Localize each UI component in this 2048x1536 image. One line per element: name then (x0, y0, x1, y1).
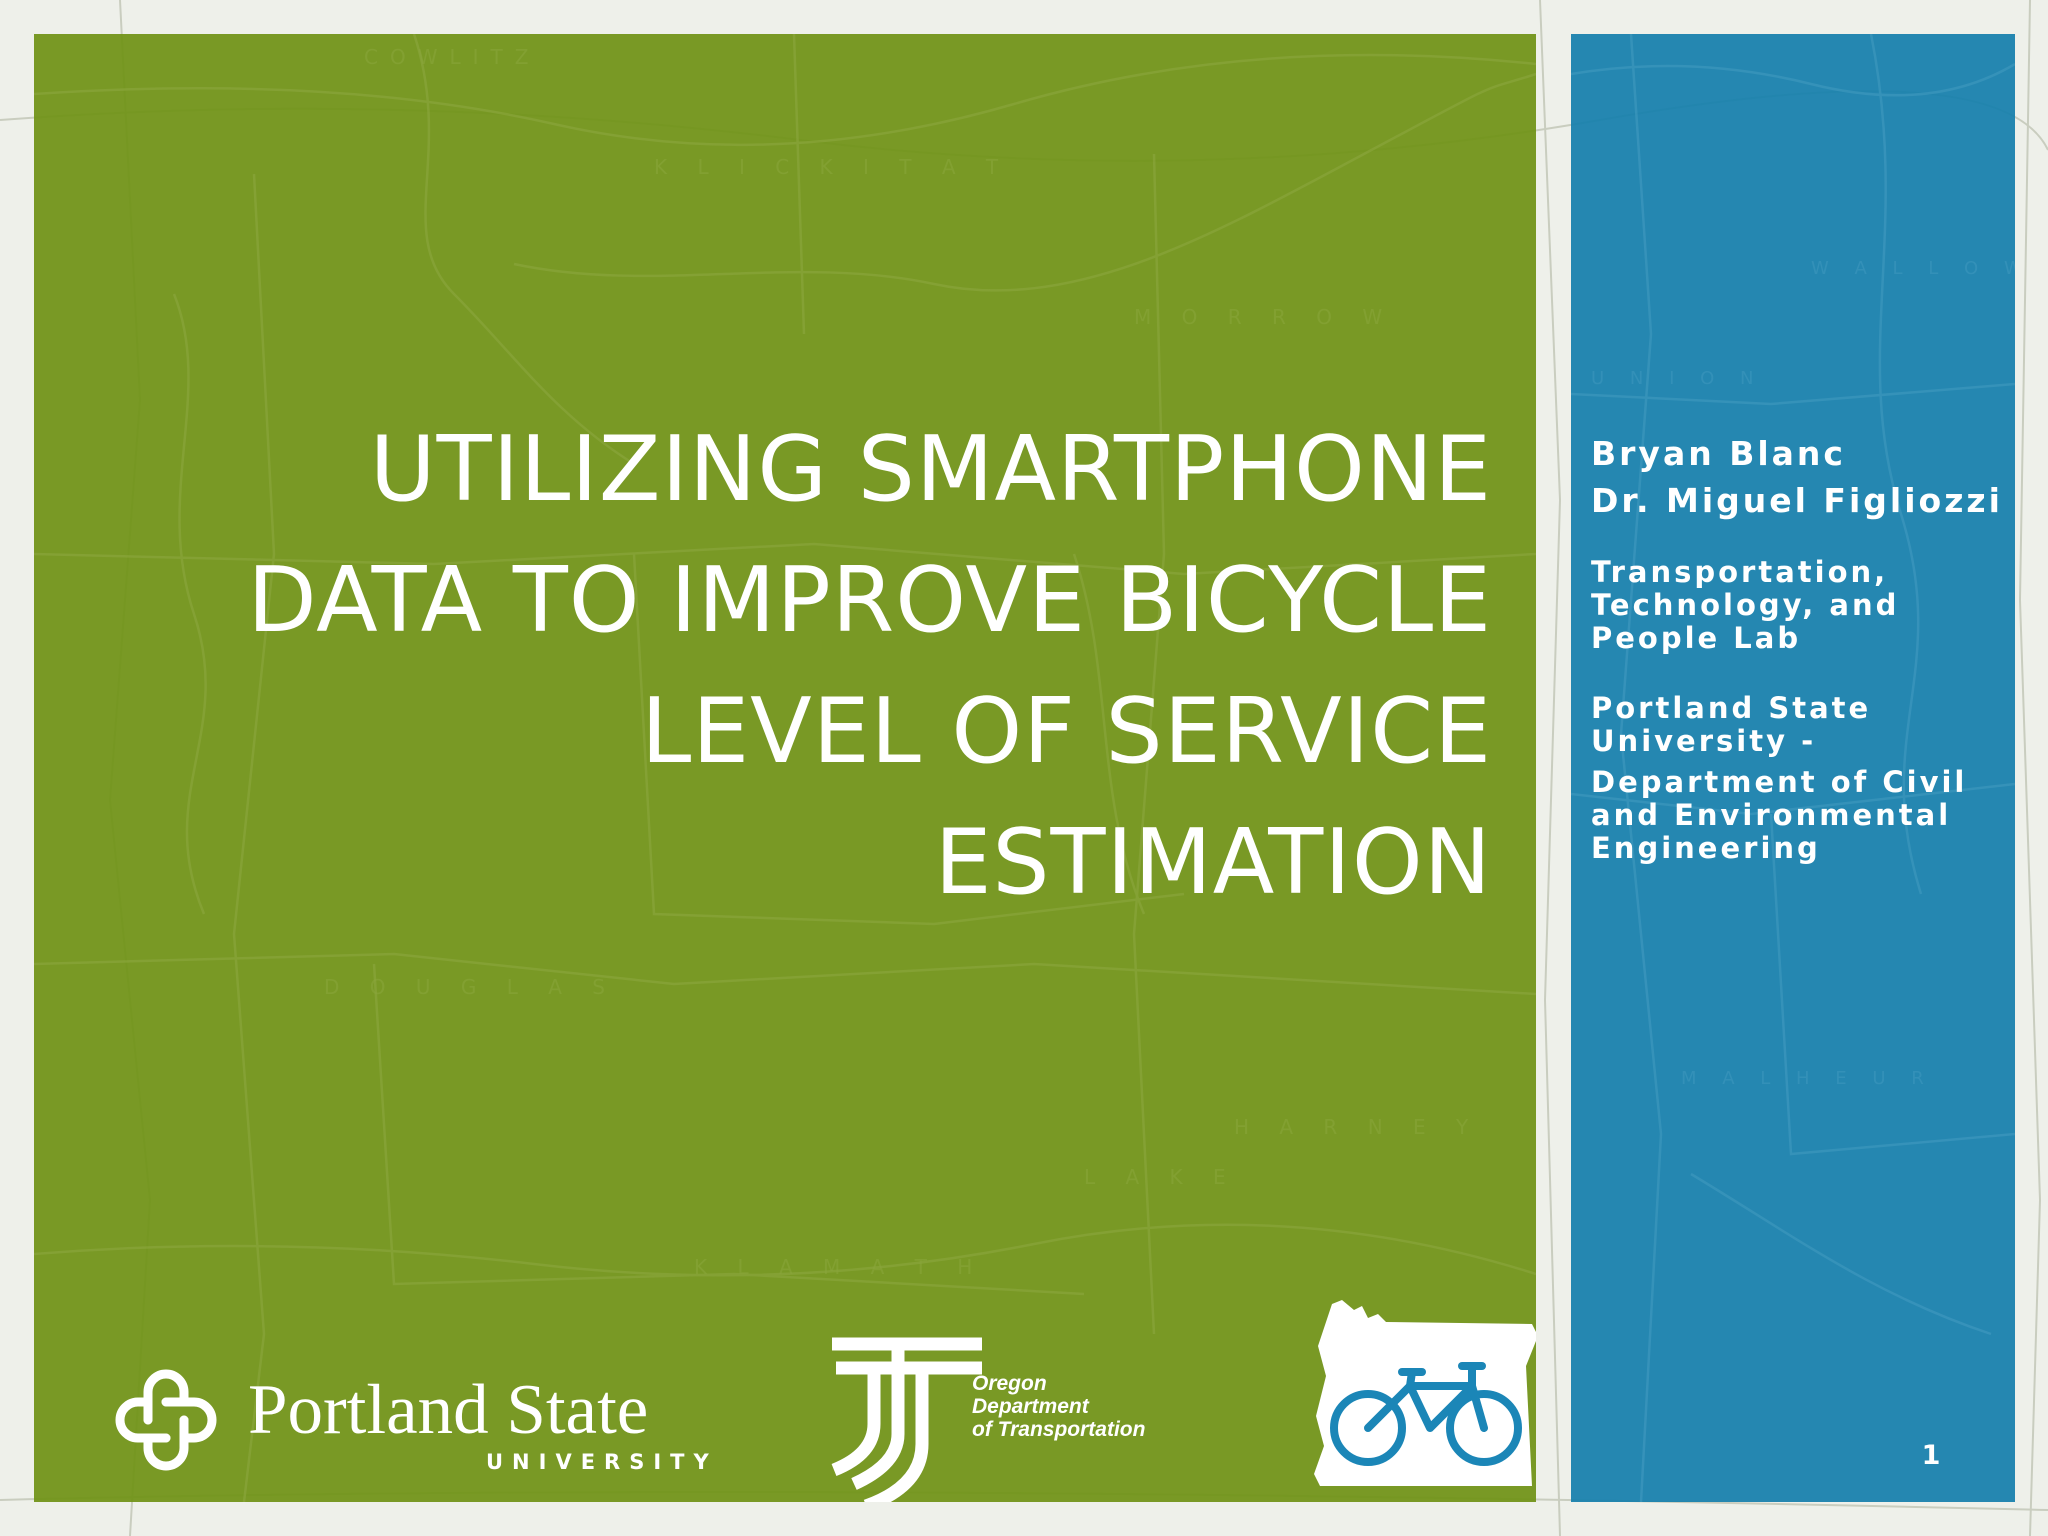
department-name: Department of Civil and Environmental En… (1591, 766, 2001, 865)
svg-text:W A L L O W A: W A L L O W A (1811, 258, 2015, 279)
page-number: 1 (1921, 1440, 1941, 1471)
university-line-1: Portland State (1591, 691, 1872, 725)
psu-logo: Portland State UNIVERSITY (72, 1326, 709, 1476)
title-line-2: DATA TO IMPROVE BICYCLE (247, 548, 1492, 653)
university-name: Portland State University - (1591, 692, 2001, 758)
info-panel: W A L L O W A U N I O N M A L H E U R Br… (1571, 34, 2015, 1502)
svg-text:M O R R O W: M O R R O W (1134, 305, 1394, 329)
title-line-1: UTILIZING SMARTPHONE (369, 417, 1492, 522)
lab-line-3: People Lab (1591, 621, 1802, 655)
psu-logo-sub: UNIVERSITY (486, 1450, 718, 1474)
department-line-3: Engineering (1591, 831, 1821, 865)
svg-text:K L A M A T H: K L A M A T H (694, 1255, 984, 1279)
university-line-2: University - (1591, 724, 1817, 758)
svg-text:H A R N E Y: H A R N E Y (1234, 1115, 1480, 1139)
odot-line-2: Department (972, 1395, 1089, 1418)
author-info: Bryan Blanc Dr. Miguel Figliozzi Transpo… (1591, 430, 2001, 865)
lab-line-2: Technology, and (1591, 588, 1900, 622)
slide-title: UTILIZING SMARTPHONE DATA TO IMPROVE BIC… (72, 404, 1492, 928)
title-panel: COWLITZ K L I C K I T A T M O R R O W D … (34, 34, 1536, 1502)
author-2: Dr. Miguel Figliozzi (1591, 481, 2003, 520)
department-line-1: Department of Civil (1591, 765, 1968, 799)
department-line-2: and Environmental (1591, 798, 1952, 832)
authors: Bryan Blanc Dr. Miguel Figliozzi (1591, 430, 2001, 524)
lab-name: Transportation, Technology, and People L… (1591, 556, 2001, 655)
svg-text:K L I C K I T A T: K L I C K I T A T (654, 155, 1010, 179)
odot-logo: Oregon Department of Transportation (814, 1314, 1174, 1502)
author-1: Bryan Blanc (1591, 434, 1846, 473)
oregon-bicycle-icon (1314, 1300, 1536, 1486)
map-texture: COWLITZ K L I C K I T A T M O R R O W D … (34, 34, 1536, 1502)
psu-logo-name: Portland State (248, 1371, 649, 1449)
lab-line-1: Transportation, (1591, 555, 1889, 589)
odot-line-3: of Transportation (972, 1418, 1146, 1441)
svg-text:M A L H E U R: M A L H E U R (1681, 1068, 1934, 1089)
odot-line-1: Oregon (972, 1372, 1047, 1395)
odot-t-icon (831, 1337, 982, 1502)
title-line-3: LEVEL OF SERVICE (641, 679, 1492, 784)
psu-knot-icon (115, 1369, 217, 1471)
svg-text:L A K E: L A K E (1084, 1165, 1238, 1189)
svg-text:COWLITZ: COWLITZ (364, 45, 540, 69)
svg-text:U N I O N: U N I O N (1591, 368, 1763, 389)
svg-text:D O U G L A S: D O U G L A S (324, 975, 617, 999)
map-texture: W A L L O W A U N I O N M A L H E U R (1571, 34, 2015, 1502)
odot-logo-text: Oregon Department of Transportation (972, 1372, 1145, 1441)
title-line-4: ESTIMATION (934, 810, 1492, 915)
